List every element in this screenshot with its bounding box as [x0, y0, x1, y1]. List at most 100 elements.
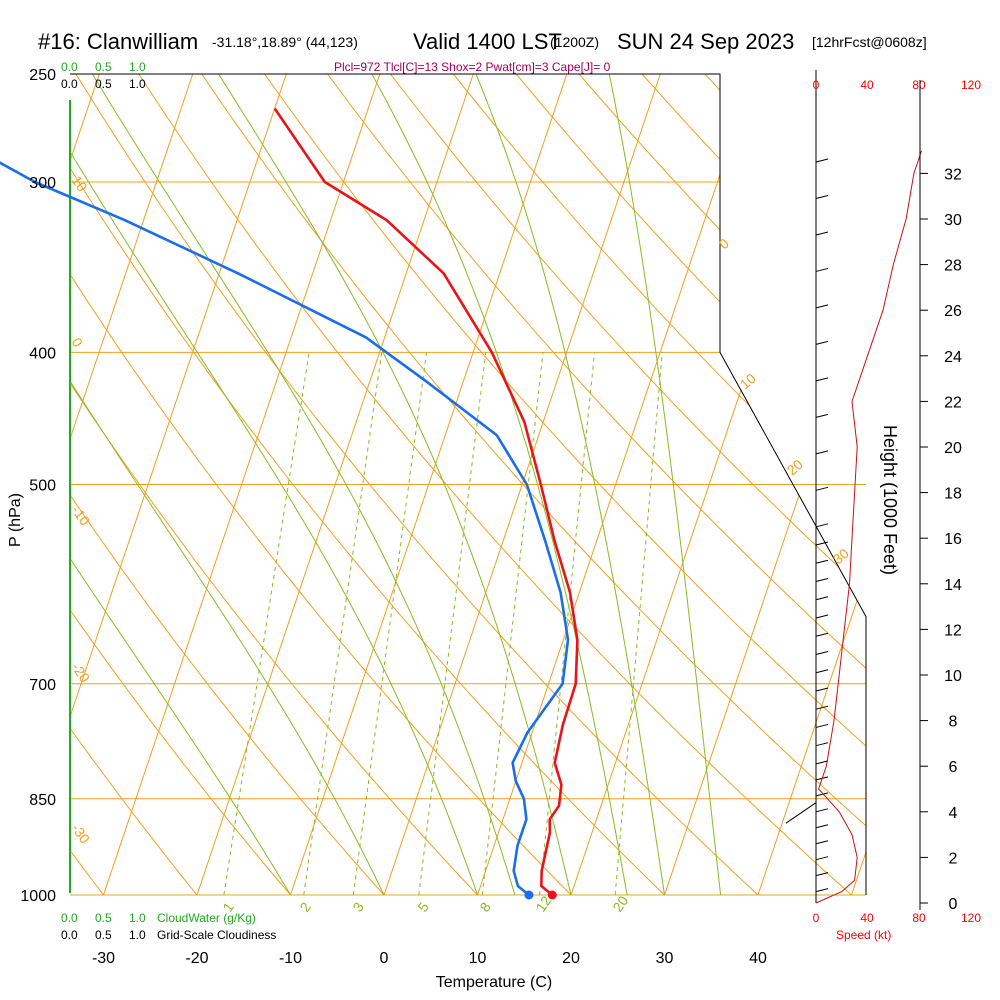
speed-tick-bottom-80: 80 [912, 911, 926, 925]
temp-tick-40: 40 [749, 950, 767, 967]
mixing-ratio-8 [481, 352, 544, 895]
cloudwater-tick-bottom-2: 1.0 [129, 911, 146, 925]
forecast-run: [12hrFcst@0608z] [812, 34, 927, 50]
dry-adiabat-80 [327, 74, 866, 895]
y-axis-title: P (hPa) [7, 493, 24, 547]
dry-adiabat-70 [264, 74, 866, 895]
height-tick-6: 6 [949, 759, 958, 776]
isotherm-40 [757, 74, 866, 895]
wind-barb [815, 523, 829, 528]
wind-barb [815, 760, 829, 765]
height-tick-16: 16 [944, 531, 962, 548]
dry-adiabat-100 [452, 74, 866, 895]
height-tick-4: 4 [949, 805, 958, 822]
cloudwater-tick-top-1: 0.5 [95, 60, 112, 74]
wind-barb [815, 231, 829, 236]
wind-barb [815, 632, 829, 637]
x-axis-title: Temperature (C) [436, 974, 552, 991]
cloudwater-tick-bottom-1: 0.5 [95, 911, 112, 925]
utc-time: (1200Z) [550, 34, 599, 50]
theta-label-left-2: -10 [69, 503, 94, 529]
wind-barb [815, 377, 829, 382]
wind-barb [815, 824, 829, 829]
height-tick-24: 24 [944, 349, 962, 366]
height-tick-18: 18 [944, 486, 962, 503]
wind-barb [815, 486, 829, 491]
theta-label-left-4: -30 [69, 821, 94, 847]
dry-adiabat-20 [70, 74, 572, 895]
legend-top: 0.0 0.5 1.0 0.0 0.5 1.0 [61, 60, 146, 91]
speed-tick-top-80: 80 [912, 78, 926, 92]
dry-adiabat--20 [70, 74, 198, 895]
height-tick-30: 30 [944, 212, 962, 229]
cloudwater-tick-bottom-0: 0.0 [61, 911, 78, 925]
wind-barb [815, 559, 829, 564]
mixing-ratio-20 [614, 352, 663, 895]
station-title: #16: Clanwilliam [38, 29, 198, 54]
legend-bottom: 0.0 0.5 1.0 CloudWater (g/Kg) 0.0 0.5 1.… [61, 911, 891, 942]
cloudiness-tick-top-2: 1.0 [129, 77, 146, 91]
dry-adiabat--10 [70, 74, 291, 895]
mixing-ratio-lines [223, 352, 663, 895]
sounding-indices: Plcl=972 Tlcl[C]=13 Shox=2 Pwat[cm]=3 Ca… [334, 60, 611, 74]
isobar-lines [70, 73, 866, 896]
wind-barb [815, 596, 829, 601]
isotherm--40 [70, 74, 287, 895]
height-tick-8: 8 [949, 714, 958, 731]
surface-temperature-point [547, 890, 557, 900]
wind-barb [815, 340, 829, 345]
height-tick-10: 10 [944, 668, 962, 685]
speed-tick-top-120: 120 [961, 78, 981, 92]
dry-adiabat--40 [0, 74, 10, 895]
dewpoint-profile [0, 161, 570, 897]
moist-adiabat-10 [70, 74, 478, 895]
wind-speed-line [815, 150, 923, 904]
temp-tick--20: -20 [185, 950, 208, 967]
mixing-ratio-label-20: 20 [609, 893, 631, 915]
height-tick-22: 22 [944, 394, 962, 411]
height-tick-20: 20 [944, 440, 962, 457]
height-tick-0: 0 [949, 896, 958, 913]
height-tick-12: 12 [944, 622, 962, 639]
speed-axis-label: Speed (kt) [836, 928, 891, 942]
moist-adiabat--10 [70, 74, 291, 895]
temperature-profile [273, 107, 579, 897]
cloudiness-tick-top-1: 0.5 [95, 77, 112, 91]
dry-adiabat-180 [957, 74, 1000, 895]
theta-label-left-1: 0 [69, 335, 87, 351]
forecast-date: SUN 24 Sep 2023 [617, 29, 794, 54]
wind-barbs [785, 70, 829, 903]
wind-barb [815, 304, 829, 309]
dry-adiabat-40 [75, 74, 759, 895]
cloudwater-label: CloudWater (g/Kg) [157, 911, 256, 925]
height-tick-32: 32 [944, 166, 962, 183]
wind-barb [815, 650, 829, 655]
height-tick-14: 14 [944, 577, 962, 594]
wind-barb [815, 413, 829, 418]
cloudiness-tick-bottom-1: 0.5 [95, 928, 112, 942]
height-axis-title: Height (1000 Feet) [880, 425, 900, 575]
pressure-tick-700: 700 [29, 677, 56, 694]
wind-barb [815, 194, 829, 199]
dry-adiabat-60 [201, 74, 866, 895]
isotherm--10 [290, 74, 568, 895]
mixing-ratio-5 [418, 352, 487, 895]
mixing-ratio-1 [223, 352, 310, 895]
wind-barb [815, 158, 829, 163]
mixing-ratio-label-3: 3 [349, 899, 367, 915]
wind-barb [815, 267, 829, 272]
mixing-ratio-label-2: 2 [296, 899, 314, 915]
wind-barb [815, 792, 829, 797]
wind-barb [815, 742, 829, 747]
isotherm--20 [196, 74, 474, 895]
pressure-tick-400: 400 [29, 345, 56, 362]
pressure-tick-850: 850 [29, 792, 56, 809]
temp-tick--30: -30 [92, 950, 115, 967]
temp-tick--10: -10 [279, 950, 302, 967]
valid-time: Valid 1400 LST [413, 29, 562, 54]
wind-barb [815, 705, 829, 710]
theta-label-right-0: 0 [716, 235, 732, 252]
pressure-tick-1000: 1000 [20, 888, 56, 905]
